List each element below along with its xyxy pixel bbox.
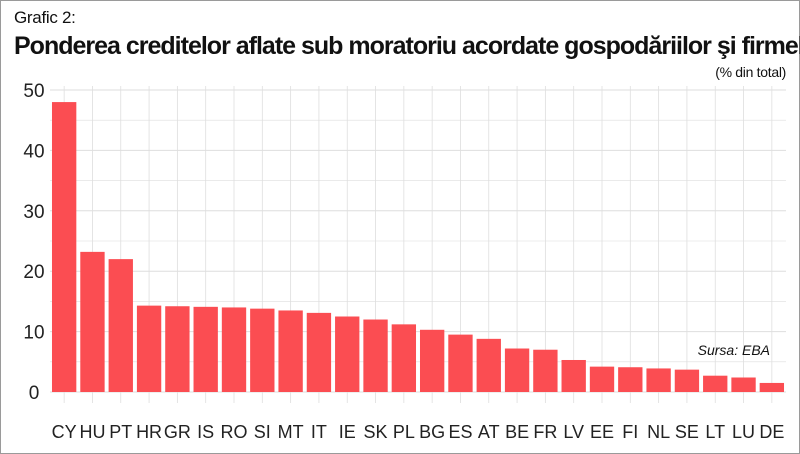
x-tick-label: HU: [79, 422, 105, 442]
x-tick-label: CY: [52, 422, 77, 442]
x-tick-label: AT: [478, 422, 500, 442]
bar-pt: [108, 259, 133, 392]
bar-de: [759, 382, 785, 392]
bar-pl: [391, 324, 417, 392]
x-tick-label: DE: [759, 422, 784, 442]
bar-be: [504, 348, 530, 392]
x-tick-label: LV: [563, 422, 584, 442]
x-tick-label: EE: [590, 422, 614, 442]
bar-lv: [561, 359, 586, 392]
bar-ie: [335, 316, 360, 392]
y-tick-label: 50: [23, 81, 44, 102]
grid-lines: [50, 86, 786, 403]
bar-hr: [136, 305, 162, 392]
x-tick-label: LT: [705, 422, 725, 442]
x-tick-label: GR: [164, 422, 191, 442]
bar-fr: [533, 349, 558, 392]
x-tick-label: SK: [364, 422, 388, 442]
source-note: Sursa: EBA: [698, 342, 770, 358]
x-tick-label: FI: [622, 422, 638, 442]
y-tick-label: 20: [23, 262, 44, 283]
x-tick-label: BG: [419, 422, 445, 442]
x-tick-label: SI: [254, 422, 271, 442]
y-axis-ticks: 0 10 20 30 40 50: [23, 81, 44, 404]
bar-nl: [646, 368, 671, 392]
y-tick-label: 0: [29, 383, 40, 404]
x-tick-label: PT: [109, 422, 132, 442]
bar-bg: [419, 329, 445, 392]
x-tick-label: IS: [197, 422, 214, 442]
y-tick-label: 40: [23, 141, 44, 162]
x-tick-label: RO: [221, 422, 248, 442]
bar-lu: [731, 377, 756, 392]
x-tick-label: NL: [647, 422, 670, 442]
x-tick-label: BE: [505, 422, 529, 442]
unit-label: (% din total): [715, 64, 786, 80]
bar-ee: [589, 366, 615, 392]
y-tick-label: 10: [23, 323, 44, 344]
bar-fi: [618, 367, 643, 392]
bar-mt: [278, 310, 303, 392]
x-tick-label: FR: [533, 422, 557, 442]
bar-se: [674, 369, 700, 392]
bar-sk: [363, 319, 388, 392]
bar-si: [250, 308, 275, 392]
figure-label: Grafic 2:: [14, 8, 76, 27]
bar-hu: [80, 251, 105, 392]
x-tick-label: LU: [732, 422, 755, 442]
chart-title: Ponderea creditelor aflate sub moratoriu…: [14, 32, 800, 60]
x-axis-ticks: CY HU PT HR GR IS RO SI MT IT IE SK PL BG ES AT BE FR LV EE…: [52, 422, 785, 442]
bar-it: [306, 312, 332, 392]
bar-cy: [51, 102, 77, 392]
x-tick-label: MT: [278, 422, 304, 442]
x-tick-label: IT: [311, 422, 327, 442]
bar-is: [193, 306, 218, 392]
x-tick-label: HR: [136, 422, 162, 442]
bar-es: [448, 334, 473, 392]
y-tick-label: 30: [23, 202, 44, 223]
bar-lt: [703, 375, 728, 392]
x-tick-label: SE: [675, 422, 699, 442]
bars: [51, 102, 785, 392]
x-tick-label: ES: [448, 422, 472, 442]
x-tick-label: PL: [393, 422, 415, 442]
bar-ro: [221, 307, 247, 392]
bar-gr: [165, 306, 190, 392]
bar-at: [476, 338, 501, 392]
x-tick-label: IE: [339, 422, 356, 442]
